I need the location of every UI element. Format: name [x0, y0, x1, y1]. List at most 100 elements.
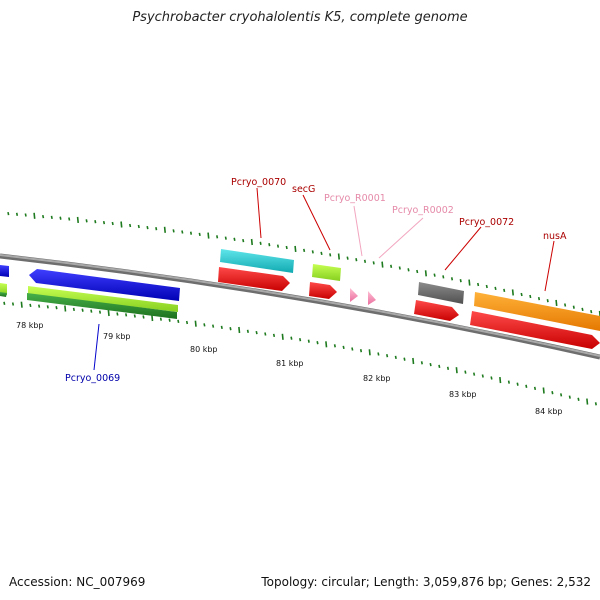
minor-tick [346, 256, 349, 260]
gene-labels: Pcryo_0070 secG Pcryo_R0001 Pcryo_R0002 … [65, 177, 567, 384]
gene-label-pcryo-0069[interactable]: Pcryo_0069 [65, 373, 120, 384]
minor-tick [11, 302, 15, 306]
minor-tick [68, 217, 71, 221]
gene-green-bar[interactable] [27, 293, 177, 319]
minor-tick [485, 284, 488, 289]
minor-tick [450, 277, 454, 281]
minor-tick [212, 324, 215, 328]
cds-secg[interactable] [309, 282, 337, 299]
minor-tick [168, 318, 171, 322]
minor-tick [224, 236, 227, 240]
minor-tick [3, 301, 6, 305]
kbp-label: 79 kbp [103, 332, 131, 341]
major-tick [238, 326, 241, 334]
outer-tick-row [7, 211, 600, 317]
major-tick [381, 261, 384, 268]
gene-pcryo-0070[interactable] [220, 249, 294, 273]
minor-tick [477, 282, 480, 287]
minor-tick [568, 395, 571, 399]
major-tick [151, 314, 154, 322]
major-tick [499, 377, 502, 384]
minor-tick [125, 313, 128, 317]
minor-tick [551, 391, 554, 395]
major-tick [281, 333, 284, 340]
leader-nusa [544, 240, 555, 292]
major-tick [107, 309, 110, 317]
minor-tick [137, 224, 140, 229]
minor-tick [403, 357, 406, 361]
gene-pcryo-0072[interactable] [418, 282, 464, 304]
minor-tick [55, 306, 58, 310]
minor-tick [259, 241, 262, 245]
gene-partial-lime[interactable] [0, 283, 7, 295]
minor-tick [246, 329, 249, 333]
major-tick [468, 279, 471, 286]
gene-nusa[interactable] [474, 292, 600, 331]
minor-tick [546, 299, 549, 303]
minor-tick [442, 275, 445, 279]
minor-tick [177, 319, 180, 324]
cds-nusa[interactable] [470, 311, 600, 349]
major-tick [20, 301, 23, 308]
minor-tick [72, 307, 75, 312]
major-tick [424, 270, 427, 277]
kbp-label: 82 kbp [363, 374, 391, 383]
minor-tick [537, 296, 541, 301]
minor-tick [594, 402, 597, 406]
minor-tick [38, 304, 41, 308]
minor-tick [81, 308, 84, 312]
gene-label-secg[interactable]: secG [292, 184, 315, 195]
gene-label-pcryo-r0002[interactable]: Pcryo_R0002 [392, 205, 454, 216]
minor-tick [29, 303, 32, 308]
minor-tick [564, 303, 567, 307]
minor-tick [307, 339, 310, 343]
minor-tick [24, 213, 27, 217]
minor-tick [98, 310, 102, 314]
minor-tick [329, 253, 332, 257]
minor-tick [581, 307, 584, 312]
minor-tick [433, 273, 436, 277]
major-tick [207, 232, 210, 239]
minor-tick [372, 261, 375, 265]
genome-title: Psychrobacter cryohalolentis K5, complet… [132, 10, 468, 25]
minor-tick [494, 286, 497, 291]
gene-partial-blue[interactable] [0, 265, 9, 277]
gene-label-nusa[interactable]: nusA [543, 231, 567, 242]
minor-tick [129, 223, 132, 228]
major-tick [586, 398, 589, 405]
minor-tick [316, 341, 319, 345]
minor-tick [363, 259, 367, 263]
gene-partial-green[interactable] [0, 292, 7, 297]
minor-tick [185, 320, 189, 325]
gene-label-pcryo-r0001[interactable]: Pcryo_R0001 [324, 193, 386, 204]
gene-pcryo-r0002[interactable] [368, 291, 376, 305]
minor-tick [473, 372, 476, 376]
major-tick [194, 320, 197, 327]
minor-tick [377, 352, 380, 356]
gene-label-pcryo-0070[interactable]: Pcryo_0070 [231, 177, 286, 188]
minor-tick [516, 382, 519, 386]
minor-tick [50, 215, 53, 220]
minor-tick [276, 244, 280, 248]
minor-tick [46, 305, 49, 309]
cds-pcryo-0070[interactable] [218, 267, 290, 291]
gene-lime-bar[interactable] [28, 286, 178, 312]
major-tick [76, 216, 79, 223]
minor-tick [233, 237, 236, 241]
gene-pcryo-0069[interactable] [29, 269, 180, 301]
minor-tick [255, 330, 258, 335]
gene-label-pcryo-0072[interactable]: Pcryo_0072 [459, 217, 514, 228]
kbp-label: 83 kbp [449, 390, 477, 399]
major-tick [555, 299, 558, 306]
gene-secg[interactable] [312, 264, 341, 281]
minor-tick [133, 314, 136, 318]
gene-pcryo-r0001[interactable] [350, 288, 358, 302]
label-leader-lines [93, 187, 555, 371]
minor-tick [525, 384, 528, 388]
minor-tick [446, 366, 450, 370]
cds-pcryo-0072[interactable] [414, 300, 459, 321]
minor-tick [59, 216, 62, 220]
minor-tick [268, 243, 271, 247]
